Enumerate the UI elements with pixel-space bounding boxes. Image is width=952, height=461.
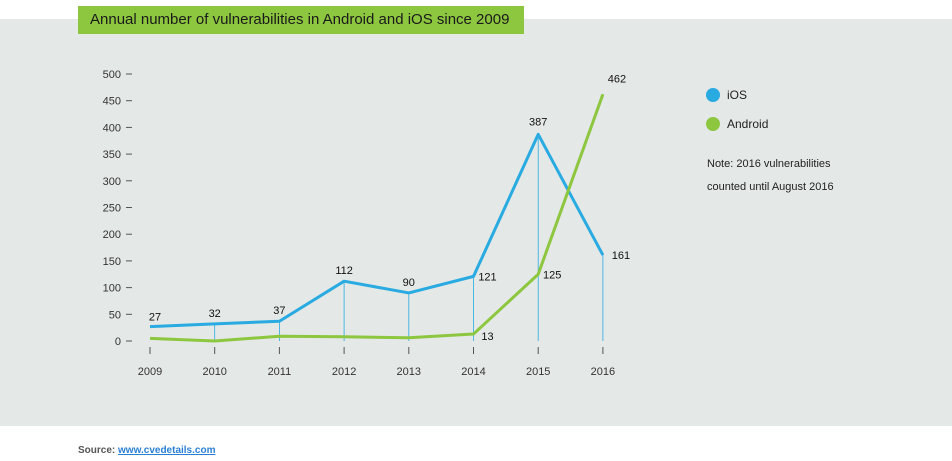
x-tick-label: 2011	[268, 366, 292, 378]
android-data-label: 462	[608, 73, 626, 85]
ios-data-label: 32	[209, 308, 221, 320]
source-label: Source:	[78, 445, 116, 456]
y-tick-label: 400	[103, 122, 121, 134]
legend-marker-android	[706, 117, 720, 131]
source-link[interactable]: www.cvedetails.com	[118, 445, 216, 456]
legend-item-android: Android	[706, 115, 768, 133]
ios-data-label: 387	[529, 116, 547, 128]
ios-data-label: 37	[273, 305, 285, 317]
chart-title: Annual number of vulnerabilities in Andr…	[78, 6, 524, 34]
note-line-1: Note: 2016 vulnerabilities	[707, 158, 831, 170]
note-line-2: counted until August 2016	[707, 181, 834, 193]
x-tick-label: 2012	[332, 366, 356, 378]
android-data-label: 125	[543, 269, 561, 281]
x-tick-label: 2016	[591, 366, 615, 378]
series-line-ios	[149, 132, 605, 329]
source-credit: Source: www.cvedetails.com	[78, 445, 215, 456]
y-tick-label: 200	[103, 229, 121, 241]
legend-marker-ios	[706, 88, 720, 102]
legend-item-ios: iOS	[706, 86, 768, 104]
ios-data-label: 90	[403, 277, 415, 289]
android-data-label: 13	[481, 331, 493, 343]
legend-label-ios: iOS	[727, 88, 748, 102]
ios-data-label: 27	[149, 312, 161, 324]
y-tick-label: 500	[103, 69, 121, 81]
series-line-android	[149, 93, 605, 343]
chart-note: Note: 2016 vulnerabilities counted until…	[707, 153, 907, 199]
ios-data-label: 112	[335, 265, 353, 277]
legend-label-android: Android	[727, 117, 769, 131]
x-tick-label: 2010	[202, 366, 226, 378]
legend: iOS Android	[706, 86, 768, 144]
y-tick-label: 0	[115, 336, 121, 348]
y-tick-label: 100	[103, 283, 121, 295]
x-tick-label: 2009	[138, 366, 162, 378]
x-tick-label: 2014	[461, 366, 485, 378]
x-tick-label: 2013	[397, 366, 421, 378]
chart-panel	[0, 19, 952, 426]
y-tick-label: 150	[103, 256, 121, 268]
ios-data-label: 161	[612, 250, 630, 262]
y-tick-label: 300	[103, 176, 121, 188]
y-tick-label: 350	[103, 149, 121, 161]
y-tick-label: 450	[103, 96, 121, 108]
ios-data-label: 121	[478, 271, 496, 283]
x-tick-label: 2015	[526, 366, 550, 378]
y-tick-label: 50	[109, 309, 121, 321]
y-tick-label: 250	[103, 203, 121, 215]
